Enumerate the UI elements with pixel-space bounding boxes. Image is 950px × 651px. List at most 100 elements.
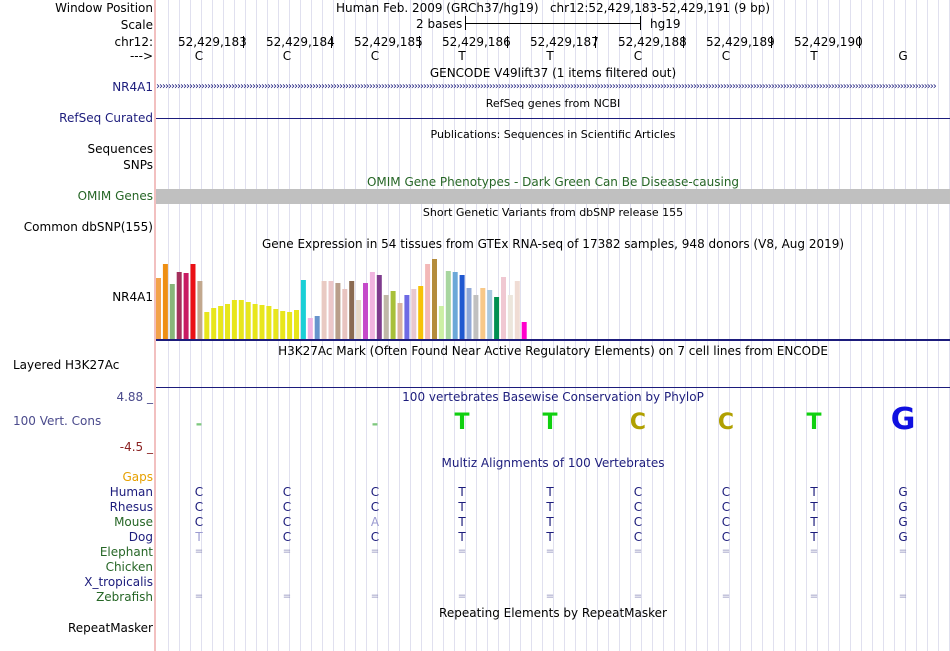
gtex-bar[interactable] [225,304,230,340]
gtex-bar[interactable] [473,295,479,340]
species-label[interactable]: Elephant [99,545,153,559]
coordinate-tick [771,36,772,48]
refseq-track-label[interactable]: RefSeq Curated [59,111,153,125]
alignment-base: T [810,515,818,529]
grid-line [916,0,917,651]
gtex-bar[interactable] [190,264,196,340]
gtex-bar[interactable] [356,300,362,340]
grid-line [828,0,829,651]
gtex-bar[interactable] [314,316,320,340]
phylop-max-label: 4.88 _ [116,390,153,404]
repeatmasker-track-label[interactable]: RepeatMasker [67,621,153,635]
gtex-bar[interactable] [245,302,251,340]
gtex-bar[interactable] [425,264,431,340]
gencode-gene-feature[interactable]: ››››››››››››››››››››››››››››››››››››››››… [156,81,937,92]
grid-line [630,0,631,651]
snps-track-label[interactable]: SNPs [123,158,153,172]
gtex-bar[interactable] [273,309,279,340]
cons-track-label[interactable]: 100 Vert. Cons [13,414,102,428]
alignment-base: = [898,546,908,557]
gtex-bar[interactable] [342,289,348,340]
species-label[interactable]: Rhesus [109,500,153,514]
gtex-bar[interactable] [176,272,182,340]
omim-track-label[interactable]: OMIM Genes [77,189,153,203]
gtex-bar[interactable] [438,306,444,340]
gtex-bar[interactable] [404,295,410,340]
alignment-base: C [721,500,731,514]
gtex-bar[interactable] [501,277,506,340]
gtex-bar[interactable] [321,281,327,340]
gencode-track-label[interactable]: NR4A1 [112,80,153,94]
gtex-bar[interactable] [445,271,451,340]
dbsnp-track-label[interactable]: Common dbSNP(155) [23,220,153,234]
grid-line [520,0,521,651]
gtex-bar[interactable] [204,312,210,340]
gtex-bar[interactable] [480,288,486,340]
label-separator[interactable] [154,0,156,651]
gtex-bar[interactable] [218,306,224,340]
gtex-bar[interactable] [466,288,472,340]
gtex-bar[interactable] [197,281,203,340]
gtex-bar[interactable] [259,305,265,340]
gtex-bar[interactable] [231,300,237,340]
gtex-bar[interactable] [383,295,389,340]
gtex-bar[interactable] [432,259,437,340]
phylop-logo-letter: T [542,410,557,435]
gtex-bar[interactable] [363,283,368,340]
gtex-bar[interactable] [521,322,527,340]
gtex-bar[interactable] [376,275,382,340]
gtex-bar[interactable] [211,308,217,340]
gtex-baseline [156,339,950,341]
gtex-bar[interactable] [390,291,396,340]
coordinate-tick [243,36,244,48]
grid-line [278,0,279,651]
sequences-track-label[interactable]: Sequences [87,142,153,156]
gtex-bar[interactable] [369,272,375,340]
alignment-base: = [545,591,555,602]
coordinate-label: 52,429,184 [266,35,335,49]
gtex-bar[interactable] [507,295,513,340]
alignment-base: C [721,515,731,529]
gtex-bar[interactable] [162,264,168,340]
gtex-chart[interactable] [156,255,536,340]
gtex-bar[interactable] [418,286,424,340]
gtex-bar[interactable] [287,312,293,340]
alignment-base: = [282,591,292,602]
species-label[interactable]: Human [109,485,153,499]
alignment-base: T [546,530,554,544]
h3k27ac-track-label[interactable]: Layered H3K27Ac [13,358,120,372]
gtex-bar[interactable] [238,300,244,340]
gtex-bar[interactable] [494,297,500,340]
gtex-bar[interactable] [328,281,334,340]
species-label[interactable]: Mouse [114,515,153,529]
species-label[interactable]: Chicken [105,560,153,574]
species-label[interactable]: Zebrafish [96,590,153,604]
alignment-base: G [898,515,908,529]
species-label[interactable]: Dog [128,530,153,544]
gtex-bar[interactable] [300,280,306,340]
gtex-bar[interactable] [349,281,355,340]
gtex-bar[interactable] [335,283,341,340]
gtex-bar[interactable] [459,275,465,340]
gtex-bar[interactable] [183,273,189,340]
refseq-gene-line[interactable] [156,118,950,119]
gtex-bar[interactable] [294,310,299,340]
gtex-bar[interactable] [452,272,458,340]
gtex-bar[interactable] [487,290,493,340]
gtex-bar[interactable] [307,318,313,340]
grid-line [223,0,224,651]
gtex-bar[interactable] [280,311,286,340]
species-label[interactable]: X_tropicalis [84,575,153,589]
gtex-bar[interactable] [266,306,272,340]
gtex-bar[interactable] [252,304,258,340]
gtex-track-label[interactable]: NR4A1 [112,290,153,304]
gtex-bar[interactable] [397,303,403,340]
grid-line [773,0,774,651]
alignment-base: C [194,500,204,514]
gtex-bar[interactable] [411,289,417,340]
gtex-bar[interactable] [169,284,175,340]
omim-feature-bar[interactable] [156,189,950,204]
gtex-bar[interactable] [514,281,520,340]
gtex-bar[interactable] [156,278,161,340]
